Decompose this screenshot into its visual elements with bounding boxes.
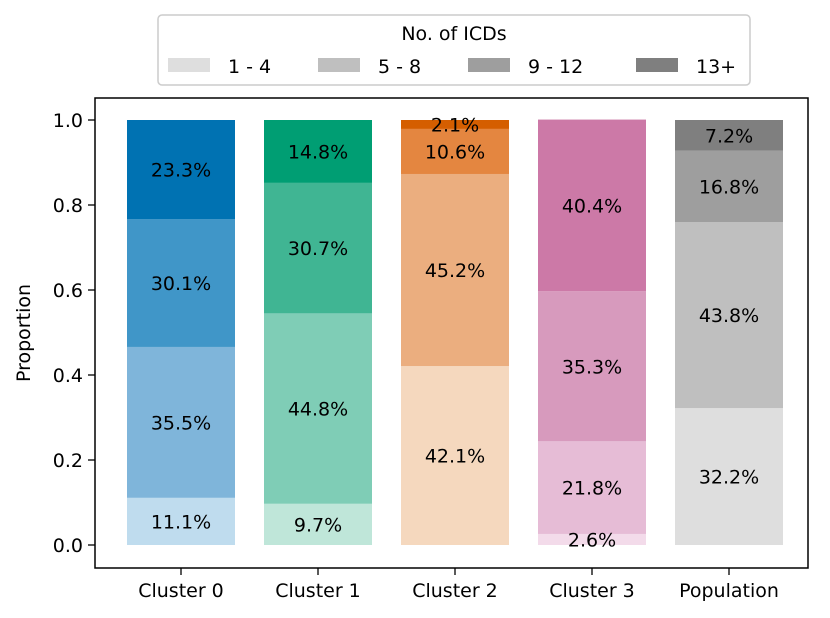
bar-segment (127, 120, 235, 220)
y-tick-label: 0.2 (53, 450, 83, 472)
bar-data-label: 14.8% (288, 141, 348, 163)
bar-data-label: 11.1% (151, 511, 211, 533)
bar-data-label: 35.5% (151, 412, 211, 434)
bar-segment (401, 128, 509, 174)
bar-data-label: 10.6% (425, 141, 485, 163)
bar-data-label: 45.2% (425, 260, 485, 282)
bar-segment (264, 503, 372, 545)
x-axis: Cluster 0 Cluster 1 Cluster 2 Cluster 3 Popu… (138, 568, 779, 602)
y-tick-label: 1.0 (53, 110, 83, 132)
y-tick-label: 0.0 (53, 535, 83, 557)
bar-segment (264, 313, 372, 504)
bar-data-label: 35.3% (562, 356, 622, 378)
bar-data-label: 32.2% (699, 467, 759, 489)
legend-swatch (468, 58, 510, 72)
bar-segment (538, 533, 646, 545)
bar-segment (675, 120, 783, 151)
legend: No. of ICDs 1 - 4 5 - 8 9 - 12 13+ (157, 14, 751, 86)
x-tick-label: Population (679, 580, 779, 602)
bar-data-label: 43.8% (699, 305, 759, 327)
plot-frame (94, 97, 809, 569)
bar-segment (538, 291, 646, 442)
y-axis: 0.0 0.2 0.4 0.6 0.8 1.0 (53, 110, 95, 557)
bar-segment (264, 120, 372, 183)
legend-entry-label: 9 - 12 (528, 56, 583, 78)
y-tick-label: 0.6 (53, 280, 83, 302)
bar-segment (264, 182, 372, 314)
bar-segment (401, 120, 509, 129)
bar-segment (675, 222, 783, 409)
bar-segment (127, 346, 235, 498)
legend-entry-label: 5 - 8 (378, 56, 421, 78)
legend-entry-label: 13+ (696, 56, 736, 78)
bar-data-label: 42.1% (425, 446, 485, 468)
bar-data-label: 16.8% (699, 176, 759, 198)
bar-data-label: 23.3% (151, 160, 211, 182)
legend-frame (157, 14, 751, 86)
bar-data-label: 2.1% (431, 114, 479, 136)
bar-segment (401, 366, 509, 545)
legend-title: No. of ICDs (401, 23, 506, 45)
y-tick-label: 0.4 (53, 365, 83, 387)
legend-entry-label: 1 - 4 (228, 56, 271, 78)
bar-data-label: 30.1% (151, 273, 211, 295)
bar-segment (401, 173, 509, 367)
y-axis-label: Proportion (13, 284, 35, 382)
x-tick-label: Cluster 3 (549, 580, 635, 602)
bar-segment (127, 497, 235, 545)
y-tick-label: 0.8 (53, 195, 83, 217)
legend-swatch (318, 58, 360, 72)
plot-area: 11.1% 9.7% 42.1% 2.6% 32.2% 35.5% 44.8% 45.2% 21… (13, 97, 809, 602)
legend-swatch (168, 58, 210, 72)
x-tick-label: Cluster 1 (275, 580, 361, 602)
bar-data-label: 7.2% (705, 125, 753, 147)
bar-segment (127, 219, 235, 347)
bar-segment (675, 408, 783, 545)
legend-swatch (636, 58, 678, 72)
bar-data-label: 2.6% (568, 529, 616, 551)
bar-data-label: 9.7% (294, 514, 342, 536)
bar-data-label: 44.8% (288, 399, 348, 421)
bar-data-label: 40.4% (562, 195, 622, 217)
bar-data-label: 21.8% (562, 478, 622, 500)
bar-segment (538, 441, 646, 534)
bar-segment (538, 119, 646, 292)
bar-data-label: 30.7% (288, 238, 348, 260)
x-tick-label: Cluster 2 (412, 580, 498, 602)
bar-segment (675, 150, 783, 222)
x-tick-label: Cluster 0 (138, 580, 224, 602)
